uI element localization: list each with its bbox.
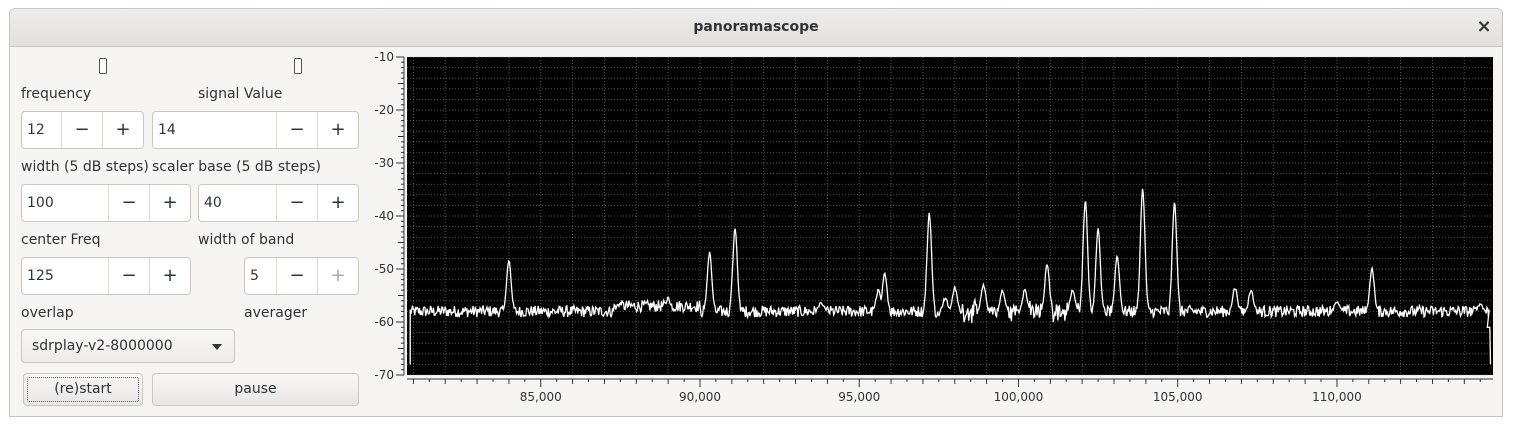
spectrum-trace xyxy=(409,188,1492,365)
signal-value-decrement-button[interactable]: − xyxy=(276,112,317,148)
center-freq-increment-button[interactable]: + xyxy=(149,258,190,294)
app-window: panoramascope × frequency signal Value 1… xyxy=(9,8,1503,417)
indicator-led-icon xyxy=(294,58,302,74)
width-of-band-spinbox[interactable]: 5 − + xyxy=(244,257,359,295)
signal-value-spinbox[interactable]: 14 − + xyxy=(152,111,359,149)
close-icon[interactable]: × xyxy=(1476,16,1492,37)
width-of-band-value[interactable]: 5 xyxy=(250,268,259,284)
signal-value-value[interactable]: 14 xyxy=(158,122,176,138)
center-freq-decrement-button[interactable]: − xyxy=(108,258,149,294)
x-tick-label: 90,000 xyxy=(679,390,721,404)
plot-grid xyxy=(407,56,1493,376)
y-tick-label: -60 xyxy=(374,315,394,329)
width-of-band-label: width of band xyxy=(198,232,295,248)
width-label: width (5 dB steps) xyxy=(21,159,149,175)
width-of-band-increment-button[interactable]: + xyxy=(317,258,358,294)
width-of-band-decrement-button[interactable]: − xyxy=(276,258,317,294)
width-spinbox[interactable]: 100 − + xyxy=(21,184,191,222)
x-tick-label: 110,000 xyxy=(1312,390,1362,404)
indicator-led-icon xyxy=(99,58,107,74)
averager-label: averager xyxy=(244,305,308,321)
y-tick-label: -30 xyxy=(374,156,394,170)
spectrum-plot[interactable]: -10 -20 -30 -40 -50 -60 -70 85,000 90,000 95,000… xyxy=(360,49,1496,411)
y-axis: -10 -20 -30 -40 -50 -60 -70 xyxy=(374,50,404,382)
width-value[interactable]: 100 xyxy=(27,195,54,211)
x-tick-label: 105,000 xyxy=(1153,390,1203,404)
signal-value-increment-button[interactable]: + xyxy=(317,112,358,148)
restart-button[interactable]: (re)start xyxy=(23,373,143,406)
scaler-base-label: scaler base (5 dB steps) xyxy=(152,159,321,175)
x-tick-label: 100,000 xyxy=(994,390,1044,404)
title-bar[interactable]: panoramascope × xyxy=(10,9,1502,47)
width-increment-button[interactable]: + xyxy=(149,185,190,221)
y-tick-label: -20 xyxy=(374,103,394,117)
signal-value-label: signal Value xyxy=(198,86,283,102)
center-freq-value[interactable]: 125 xyxy=(27,268,54,284)
scaler-base-decrement-button[interactable]: − xyxy=(276,185,317,221)
scaler-base-value[interactable]: 40 xyxy=(204,195,222,211)
frequency-increment-button[interactable]: + xyxy=(102,112,143,148)
y-tick-label: -40 xyxy=(374,209,394,223)
width-decrement-button[interactable]: − xyxy=(108,185,149,221)
scaler-base-increment-button[interactable]: + xyxy=(317,185,358,221)
chevron-down-icon xyxy=(212,344,222,350)
frequency-decrement-button[interactable]: − xyxy=(61,112,102,148)
x-tick-label: 95,000 xyxy=(838,390,880,404)
frequency-value[interactable]: 12 xyxy=(27,122,45,138)
x-axis: 85,000 90,000 95,000 100,000 105,000 110,000 xyxy=(412,379,1481,404)
center-freq-label: center Freq xyxy=(21,232,101,248)
center-freq-spinbox[interactable]: 125 − + xyxy=(21,257,191,295)
overlap-label: overlap xyxy=(21,305,74,321)
x-tick-label: 85,000 xyxy=(520,390,562,404)
scaler-base-spinbox[interactable]: 40 − + xyxy=(198,184,359,222)
frequency-label: frequency xyxy=(21,86,92,102)
device-select-value: sdrplay-v2-8000000 xyxy=(32,338,173,354)
window-title: panoramascope xyxy=(693,19,819,35)
pause-button[interactable]: pause xyxy=(152,373,359,406)
device-select[interactable]: sdrplay-v2-8000000 xyxy=(21,329,235,363)
y-tick-label: -50 xyxy=(374,262,394,276)
y-tick-label: -10 xyxy=(374,50,394,64)
y-tick-label: -70 xyxy=(374,368,394,382)
frequency-spinbox[interactable]: 12 − + xyxy=(21,111,144,149)
